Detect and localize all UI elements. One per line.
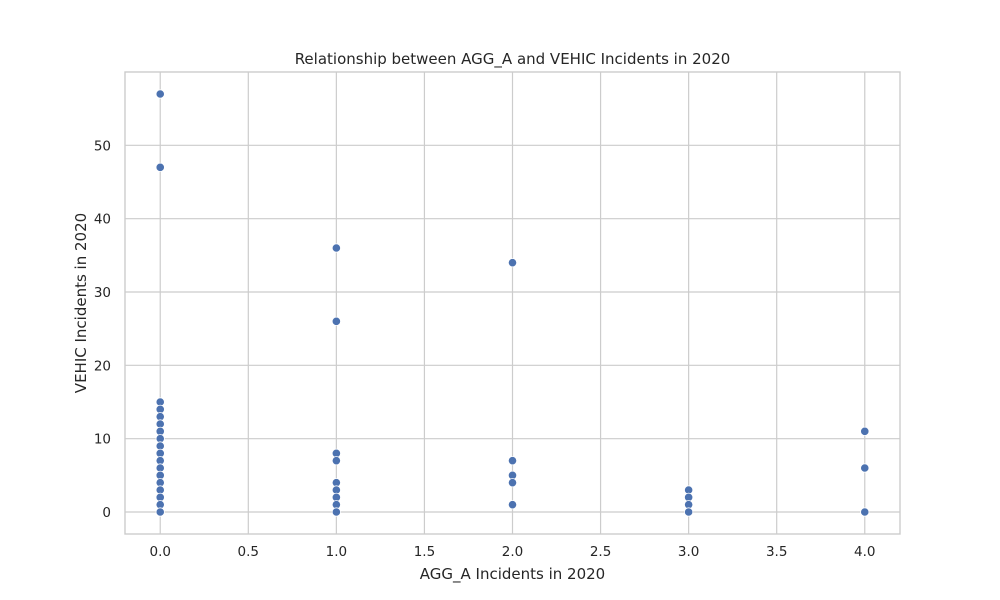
y-tick-label: 50: [94, 138, 111, 154]
data-point: [860, 507, 870, 517]
x-tick-label: 0.0: [149, 544, 170, 560]
x-axis-label: AGG_A Incidents in 2020: [420, 565, 605, 584]
data-point: [331, 243, 341, 253]
x-tick-label: 3.0: [678, 544, 699, 560]
y-tick-label: 30: [94, 285, 111, 301]
chart-title: Relationship between AGG_A and VEHIC Inc…: [295, 50, 731, 69]
data-point: [507, 456, 518, 466]
data-point: [331, 507, 341, 517]
data-point: [507, 258, 518, 268]
x-tick-label: 4.0: [854, 544, 875, 560]
grid-lines: [125, 72, 900, 534]
plot-area-frame: [124, 71, 901, 535]
data-point: [860, 463, 870, 473]
y-tick-label: 10: [94, 432, 111, 448]
x-tick-labels: 0.0 0.5 1.0 1.5 2.0 2.5 3.0 3.5 4.0: [149, 544, 875, 560]
x-tick-label: 2.0: [502, 544, 523, 560]
data-point: [331, 456, 341, 466]
data-point: [155, 89, 165, 99]
data-point: [155, 162, 165, 172]
data-point: [507, 500, 518, 510]
data-point: [860, 426, 870, 436]
y-tick-label: 40: [94, 212, 111, 228]
x-tick-label: 2.5: [590, 544, 611, 560]
y-tick-label: 20: [94, 358, 111, 374]
y-axis-label: VEHIC Incidents in 2020: [72, 213, 90, 393]
data-point: [155, 507, 165, 517]
data-point: [331, 316, 341, 326]
y-tick-label: 0: [102, 505, 111, 521]
x-tick-label: 3.5: [766, 544, 787, 560]
data-points: [155, 89, 870, 517]
y-tick-labels: 0 10 20 30 40 50: [94, 138, 111, 521]
x-tick-label: 1.5: [414, 544, 435, 560]
x-tick-label: 0.5: [238, 544, 259, 560]
data-point: [507, 478, 518, 488]
data-point: [684, 507, 694, 517]
x-tick-label: 1.0: [326, 544, 347, 560]
